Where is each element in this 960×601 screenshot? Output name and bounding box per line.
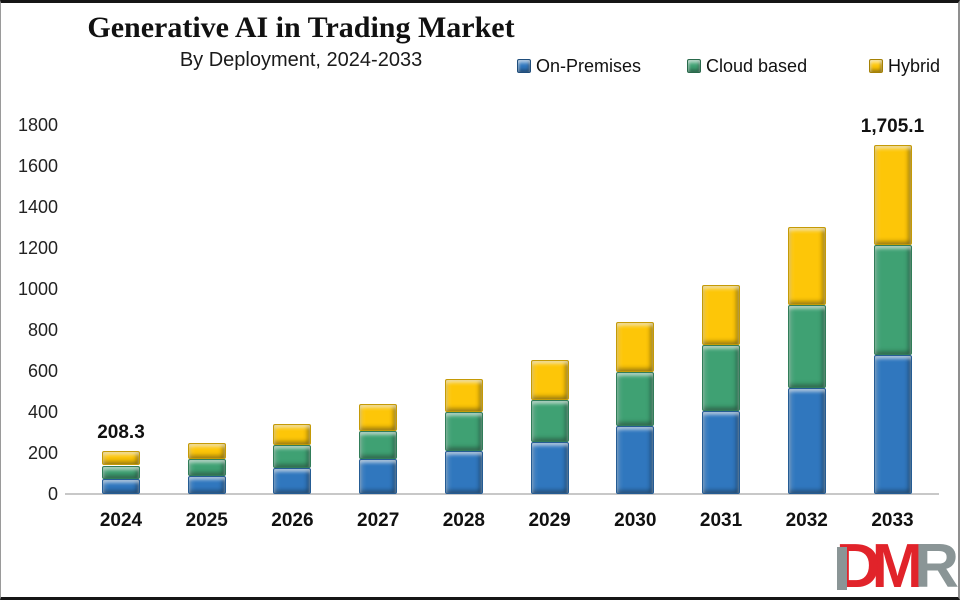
bar-segment-2033-on-premises bbox=[873, 355, 912, 494]
x-tick-label-2031: 2031 bbox=[699, 510, 743, 531]
y-tick-label-600: 600 bbox=[27, 361, 58, 381]
bar-segment-2031-hybrid bbox=[702, 285, 740, 345]
x-tick-label-2033: 2033 bbox=[871, 510, 914, 531]
bar-segment-2031-cloud-based bbox=[702, 345, 740, 411]
bar-segment-2029-on-premises bbox=[530, 441, 569, 494]
legend-item-cloud-based: Cloud based bbox=[687, 55, 807, 77]
x-tick-label-2024: 2024 bbox=[99, 510, 143, 531]
chart-title: Generative AI in Trading Market bbox=[87, 11, 515, 44]
bar-segment-2028-cloud-based bbox=[444, 411, 483, 451]
bar-segment-2027-cloud-based bbox=[359, 430, 398, 460]
bar-segment-2025-cloud-based bbox=[187, 459, 226, 477]
bar-segment-2031-on-premises bbox=[702, 411, 740, 494]
bar-segment-2024-hybrid bbox=[102, 451, 140, 466]
bar-segment-2033-hybrid bbox=[873, 144, 912, 246]
legend-item-on-premises: On-Premises bbox=[517, 55, 641, 77]
chart-header: Generative AI in Trading Market By Deplo… bbox=[71, 11, 531, 72]
bar-segment-2030-cloud-based bbox=[616, 372, 655, 427]
bar-segment-2029-hybrid bbox=[530, 359, 569, 400]
legend-label-on-premises: On-Premises bbox=[536, 55, 642, 76]
y-tick-label-1800: 1800 bbox=[17, 115, 58, 135]
hybrid-swatch-icon bbox=[869, 59, 883, 73]
y-tick-label-400: 400 bbox=[27, 402, 58, 422]
bar-segment-2025-hybrid bbox=[187, 443, 226, 460]
x-tick-label-2025: 2025 bbox=[185, 510, 228, 531]
bar-segment-2028-hybrid bbox=[444, 379, 483, 412]
y-tick-label-1000: 1000 bbox=[17, 279, 58, 299]
bar-segment-2030-on-premises bbox=[616, 426, 655, 494]
x-tick-label-2027: 2027 bbox=[357, 510, 400, 531]
bar-segment-2032-hybrid bbox=[787, 226, 826, 305]
x-tick-label-2028: 2028 bbox=[442, 510, 486, 531]
x-tick-label-2029: 2029 bbox=[528, 510, 571, 531]
bar-segment-2030-hybrid bbox=[616, 322, 655, 373]
y-tick-label-800: 800 bbox=[27, 320, 58, 340]
legend-item-hybrid: Hybrid bbox=[869, 55, 940, 77]
y-tick-label-1400: 1400 bbox=[17, 197, 58, 217]
cloud-based-swatch-icon bbox=[687, 59, 701, 73]
y-tick-label-0: 0 bbox=[47, 484, 58, 504]
bar-segment-2027-hybrid bbox=[359, 403, 398, 431]
bar-segment-2028-on-premises bbox=[444, 450, 483, 494]
bar-segment-2032-on-premises bbox=[787, 388, 826, 494]
logo-letter-m: M bbox=[871, 532, 924, 601]
x-tick-label-2026: 2026 bbox=[271, 510, 314, 531]
bar-segment-2032-cloud-based bbox=[787, 305, 826, 389]
total-label-2033: 1,705.1 bbox=[860, 115, 925, 137]
x-tick-label-2030: 2030 bbox=[614, 510, 657, 531]
bar-segment-2024-cloud-based bbox=[102, 465, 140, 479]
y-tick-label-200: 200 bbox=[27, 443, 58, 463]
chart-subtitle: By Deployment, 2024-2033 bbox=[179, 49, 423, 71]
bar-segment-2027-on-premises bbox=[359, 459, 398, 494]
bar-segment-2026-cloud-based bbox=[273, 445, 312, 468]
x-axis-line bbox=[65, 493, 939, 495]
x-tick-label-2032: 2032 bbox=[785, 510, 828, 531]
legend-label-hybrid: Hybrid bbox=[888, 55, 941, 76]
bar-segment-2025-on-premises bbox=[187, 476, 226, 494]
legend-label-cloud-based: Cloud based bbox=[706, 55, 808, 76]
dmr-logo: DMR bbox=[835, 532, 959, 601]
bar-segment-2026-hybrid bbox=[273, 423, 312, 446]
total-label-2024: 208.3 bbox=[97, 422, 145, 444]
bar-segment-2029-cloud-based bbox=[530, 399, 569, 442]
y-tick-label-1600: 1600 bbox=[17, 156, 58, 176]
logo-letter-r: R bbox=[914, 532, 959, 601]
y-tick-label-1200: 1200 bbox=[17, 238, 58, 258]
bar-segment-2024-on-premises bbox=[102, 479, 140, 494]
bar-segment-2033-cloud-based bbox=[873, 245, 912, 356]
on-premises-swatch-icon bbox=[517, 59, 531, 73]
bar-segment-2026-on-premises bbox=[273, 467, 312, 494]
logo-letter-d: D bbox=[835, 532, 881, 601]
